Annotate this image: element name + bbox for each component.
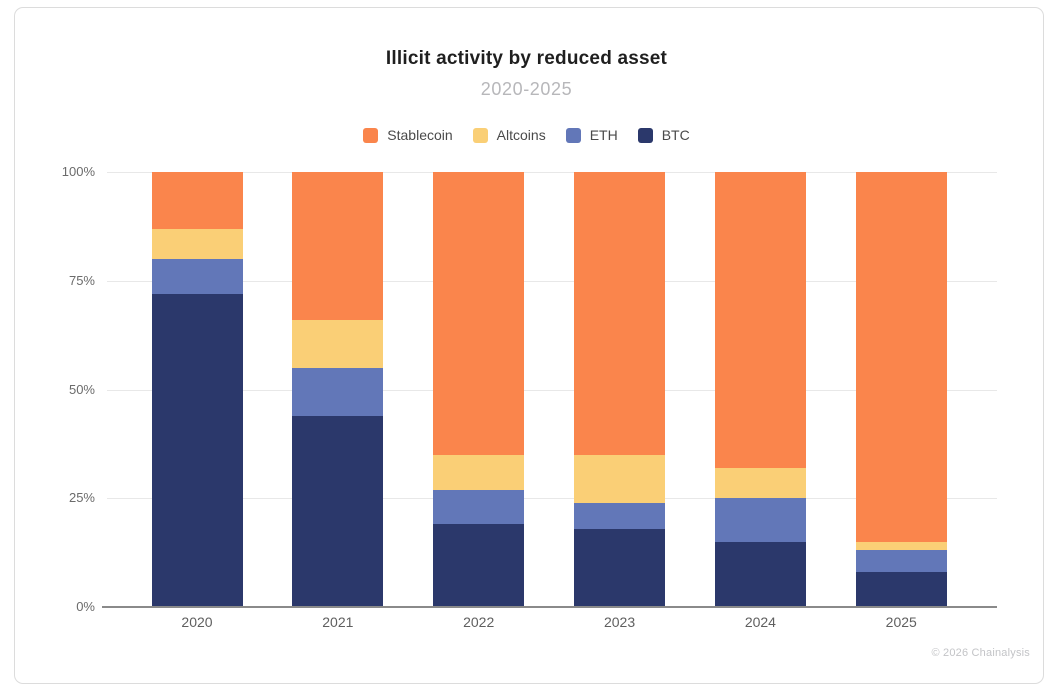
- bar-segment-2025-stablecoin: [855, 172, 947, 542]
- legend-item-btc: BTC: [637, 127, 690, 143]
- bar-segment-2021-btc: [292, 415, 384, 607]
- bar-2025: [855, 172, 947, 607]
- bar-segment-2020-eth: [151, 259, 243, 294]
- y-tick-label-50: 50%: [68, 381, 95, 397]
- legend-label: Altcoins: [496, 127, 546, 143]
- legend-label: Stablecoin: [387, 127, 453, 143]
- bar-2023: [574, 172, 666, 607]
- x-tick-label-2022: 2022: [463, 614, 495, 630]
- bar-segment-2021-stablecoin: [292, 172, 384, 320]
- bar-segment-2023-stablecoin: [574, 172, 666, 455]
- bar-segment-2024-altcoins: [714, 467, 806, 499]
- bar-segment-2025-altcoins: [855, 541, 947, 551]
- bar-segment-2020-btc: [151, 293, 243, 607]
- x-tick-label-2023: 2023: [603, 614, 636, 630]
- legend-swatch-icon: [363, 127, 379, 143]
- bar-segment-2024-btc: [714, 541, 806, 607]
- x-tick-label-2021: 2021: [322, 614, 354, 630]
- gridline-100: [107, 172, 997, 173]
- bar-segment-2025-btc: [855, 572, 947, 607]
- bar-2021: [292, 172, 384, 607]
- legend-label: BTC: [661, 127, 690, 143]
- bar-segment-2020-altcoins: [151, 228, 243, 260]
- y-tick-label-100: 100%: [61, 164, 95, 179]
- legend-swatch-icon: [565, 127, 581, 143]
- plot-area: [102, 172, 997, 608]
- legend-swatch-icon: [637, 127, 653, 143]
- bar-segment-2022-btc: [433, 524, 525, 607]
- legend-swatch-icon: [472, 127, 488, 143]
- gridline-25: [107, 498, 997, 500]
- bar-2024: [714, 172, 806, 607]
- y-tick-label-25: 25%: [68, 490, 95, 506]
- x-tick-label-2025: 2025: [885, 614, 917, 630]
- bar-2022: [433, 172, 525, 607]
- bar-segment-2023-eth: [574, 502, 666, 529]
- bar-segment-2020-stablecoin: [151, 172, 243, 229]
- chart-subtitle: 2020-2025: [480, 79, 573, 99]
- chart-legend: Stablecoin Altcoins ETH BTC: [0, 126, 1053, 144]
- bar-segment-2022-stablecoin: [433, 172, 525, 455]
- x-tick-label-2020: 2020: [181, 614, 213, 630]
- bar-segment-2023-btc: [574, 528, 666, 607]
- bar-segment-2024-stablecoin: [714, 172, 806, 468]
- bar-segment-2025-eth: [855, 550, 947, 573]
- legend-item-eth: ETH: [565, 127, 618, 143]
- gridline-50: [107, 389, 997, 391]
- x-axis-line: [102, 606, 997, 608]
- gridline-75: [107, 280, 997, 282]
- chart-title: Illicit activity by reduced asset: [385, 48, 668, 69]
- x-tick-label-2024: 2024: [744, 614, 776, 630]
- legend-label: ETH: [589, 127, 618, 143]
- legend-item-stablecoin: Stablecoin: [363, 127, 453, 143]
- bar-segment-2021-eth: [292, 367, 384, 416]
- bar-segment-2021-altcoins: [292, 319, 384, 368]
- bar-2020: [151, 172, 243, 607]
- y-tick-label-75: 75%: [68, 272, 95, 288]
- bar-segment-2023-altcoins: [574, 454, 666, 503]
- legend-item-altcoins: Altcoins: [472, 127, 546, 143]
- bar-segment-2024-eth: [714, 498, 806, 542]
- bar-segment-2022-altcoins: [433, 454, 525, 490]
- copyright-note: © 2026 Chainalysis: [931, 647, 1030, 659]
- y-tick-label-0: 0%: [76, 599, 95, 614]
- bar-segment-2022-eth: [433, 489, 525, 525]
